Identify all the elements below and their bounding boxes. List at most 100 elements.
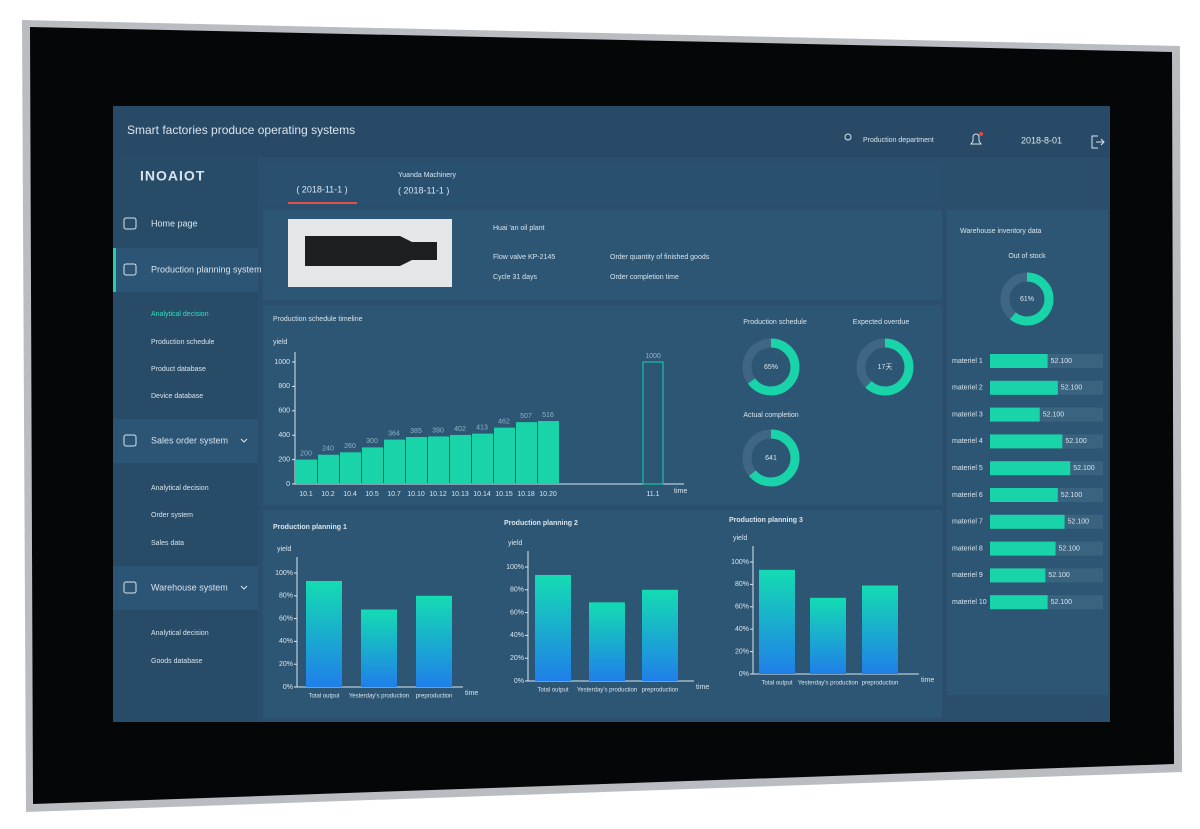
x-tick-label: 11.1 <box>646 491 659 498</box>
material-label: materiel 10 <box>952 599 987 606</box>
menu-icon <box>123 263 137 276</box>
submenu-item[interactable]: Analytical decision <box>151 630 209 637</box>
submenu-item[interactable]: Goods database <box>151 658 202 665</box>
x-axis-label: time <box>696 684 709 691</box>
menu-icon <box>123 581 137 594</box>
y-tick-label: 0% <box>514 678 524 685</box>
bar <box>306 580 342 687</box>
app-title: Smart factories produce operating system… <box>127 123 355 137</box>
submenu-item[interactable]: Sales data <box>151 540 184 547</box>
bar-label: 516 <box>542 412 554 419</box>
y-tick-label: 200 <box>278 456 290 463</box>
y-tick-label: 20% <box>735 648 749 655</box>
y-tick-label: 100% <box>731 559 749 566</box>
gauge-title: Actual completion <box>743 412 798 419</box>
menu-item[interactable]: Sales order system <box>151 435 228 445</box>
submenu-item[interactable]: Order system <box>151 512 193 519</box>
inventory-title: Warehouse inventory data <box>960 228 1042 235</box>
user-icon[interactable] <box>844 133 852 141</box>
menu-band <box>113 566 258 610</box>
submenu-item[interactable]: Analytical decision <box>151 485 209 492</box>
bar <box>589 602 625 681</box>
y-tick-label: 80% <box>510 587 524 594</box>
x-tick-label: preproduction <box>416 694 453 700</box>
logout-icon[interactable] <box>1091 135 1105 149</box>
bar-label: 200 <box>300 450 312 457</box>
bar <box>416 595 452 687</box>
bar <box>990 595 1048 610</box>
bar <box>296 459 317 484</box>
x-tick-label: preproduction <box>862 681 899 687</box>
y-tick-label: 60% <box>279 615 293 622</box>
y-axis-label: yield <box>273 339 288 346</box>
x-axis-label: time <box>921 677 934 684</box>
model: Flow valve KP-2145 <box>493 254 555 261</box>
timeline-title: Production schedule timeline <box>273 316 363 323</box>
bar <box>340 452 361 484</box>
x-tick-label: 10.4 <box>343 491 357 498</box>
x-axis-label: time <box>465 690 478 697</box>
y-tick-label: 20% <box>510 655 524 662</box>
menu-item[interactable]: Warehouse system <box>151 582 228 592</box>
menu-icon <box>123 217 137 230</box>
active-bar <box>113 248 116 292</box>
bar <box>990 434 1063 449</box>
y-tick-label: 600 <box>278 408 290 415</box>
user[interactable]: Production department <box>863 137 934 144</box>
x-tick-label: Total output <box>537 688 568 694</box>
completion-time: Order completion time <box>610 274 679 281</box>
bar-label: 240 <box>322 446 334 453</box>
chevron <box>240 438 248 443</box>
tab-date[interactable]: ( 2018-11-1 ) <box>398 185 449 195</box>
tab-name[interactable]: Yuanda Machinery <box>398 172 456 179</box>
gauge-arc <box>856 338 914 396</box>
menu-band <box>113 248 258 292</box>
x-tick-label: 10.10 <box>407 491 425 498</box>
x-tick-label: Total output <box>308 694 339 700</box>
y-tick-label: 60% <box>510 609 524 616</box>
header <box>113 106 1110 157</box>
x-tick-label: Yesterday's production <box>577 688 637 694</box>
submenu-item[interactable]: Production schedule <box>151 339 215 346</box>
y-tick-label: 400 <box>278 432 290 439</box>
inventory-panel <box>947 210 1108 695</box>
bar <box>535 574 571 681</box>
bar-label: 260 <box>344 443 356 450</box>
x-tick-label: 10.18 <box>517 491 535 498</box>
bar-label: 52.100 <box>1061 492 1083 499</box>
bar-label: 52.100 <box>1051 599 1073 606</box>
notification-dot <box>979 132 983 136</box>
bar-label: 390 <box>432 427 444 434</box>
x-tick-label: preproduction <box>642 688 679 694</box>
submenu-item[interactable]: Device database <box>151 393 203 400</box>
menu-item[interactable]: Production planning system <box>151 264 262 274</box>
bar-label: 300 <box>366 438 378 445</box>
target-bar <box>642 361 664 485</box>
y-tick-label: 0% <box>283 684 293 691</box>
target-label: 1000 <box>645 353 661 360</box>
gauge-arc <box>742 338 800 396</box>
material-label: materiel 1 <box>952 358 983 365</box>
bar <box>362 447 383 484</box>
y-tick-label: 0% <box>739 671 749 678</box>
date: 2018-8-01 <box>1021 135 1062 145</box>
bar-label: 462 <box>498 418 510 425</box>
x-tick-label: 10.12 <box>429 491 447 498</box>
gauge-arc <box>742 429 800 487</box>
y-tick-label: 1000 <box>274 359 290 366</box>
y-tick-label: 40% <box>735 626 749 633</box>
y-tick-label: 100% <box>506 564 524 571</box>
submenu-item[interactable]: Analytical decision <box>151 311 209 318</box>
bar <box>990 407 1040 422</box>
bell-icon[interactable] <box>970 133 982 145</box>
gauge-value: 17天 <box>878 363 893 371</box>
bar-label: 385 <box>410 428 422 435</box>
bar-label: 52.100 <box>1061 385 1083 392</box>
tab-active[interactable]: ( 2018-11-1 ) <box>296 184 347 194</box>
chart-title: Production planning 3 <box>729 517 803 524</box>
submenu-item[interactable]: Product database <box>151 366 206 373</box>
menu-item[interactable]: Home page <box>151 218 198 228</box>
bar <box>318 454 339 484</box>
bar <box>990 380 1058 395</box>
